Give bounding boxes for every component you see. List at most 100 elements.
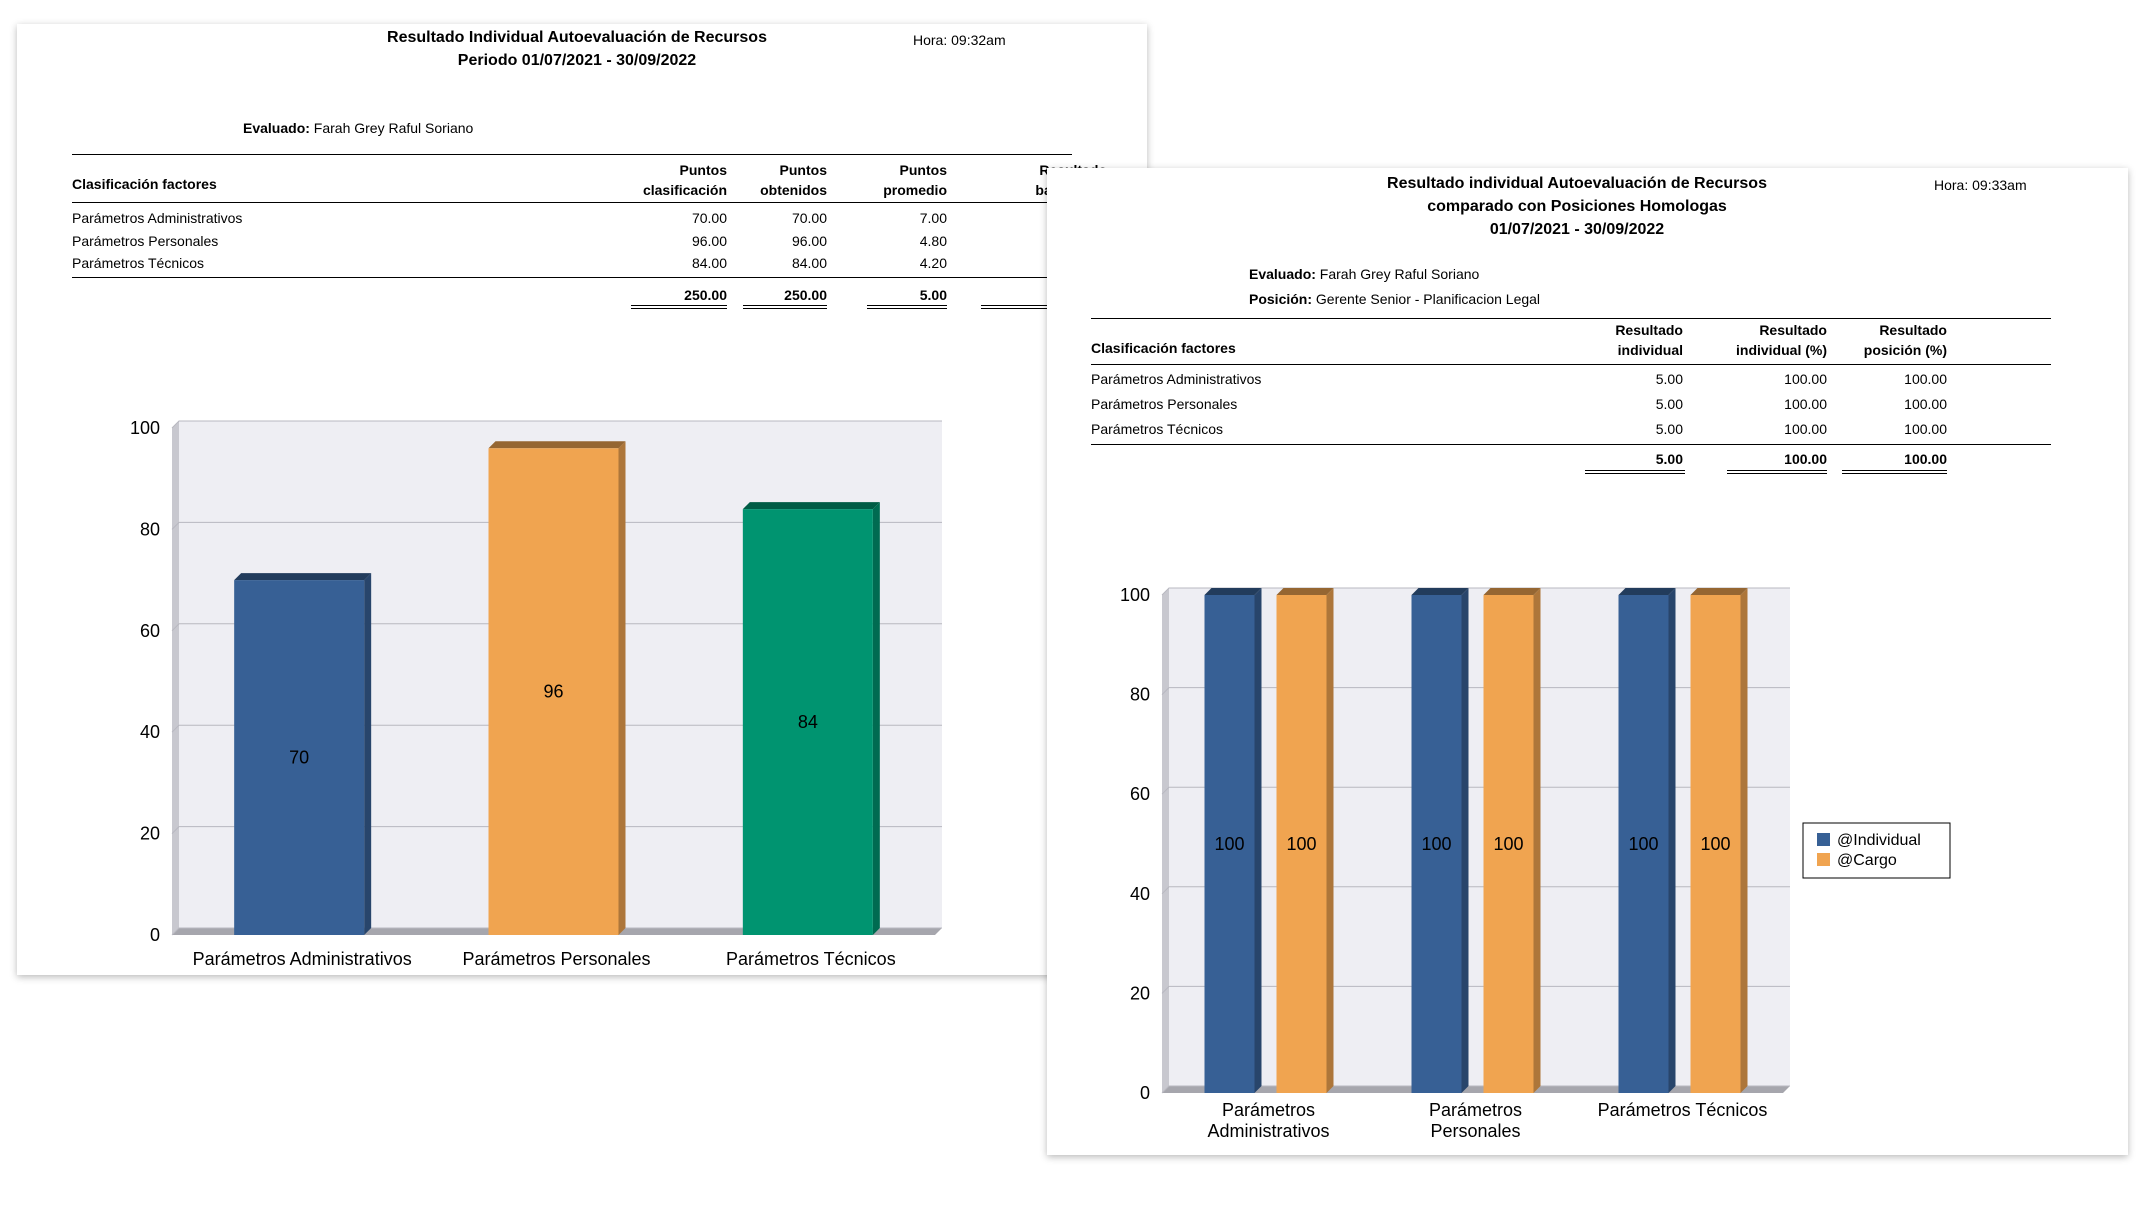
row-obtenidos: 70.00 [791, 210, 827, 226]
total-obtenidos: 250.00 [784, 287, 827, 303]
double-underline [981, 305, 1107, 309]
gridline [171, 927, 942, 936]
row-obtenidos: 96.00 [791, 233, 827, 249]
gridline [171, 826, 942, 834]
total-individual-pct: 100.00 [1784, 451, 1827, 467]
row-individual-pct: 100.00 [1784, 396, 1827, 412]
double-underline [1842, 470, 1947, 474]
gridline [1161, 886, 1790, 895]
row-factor: Parámetros Personales [72, 233, 219, 249]
row-posicion-pct: 100.00 [1904, 396, 1947, 412]
row-individual: 5.00 [1655, 371, 1683, 387]
evaluado-row: Evaluado: Farah Grey Raful Soriano [1249, 266, 1479, 282]
row-promedio: 4.20 [919, 255, 947, 271]
report2-title-line2: comparado con Posiciones Homologas [1427, 198, 1727, 215]
evaluado-row: Evaluado: Farah Grey Raful Soriano [243, 120, 473, 136]
y-tick-label: 60 [1130, 784, 1150, 804]
col-header-obtenidos: Puntos obtenidos [760, 162, 827, 198]
legend-entry: @Cargo [1837, 852, 1897, 869]
bar [488, 448, 619, 935]
col-header-factor: Clasificación factores [72, 176, 217, 192]
bar-side [618, 441, 626, 935]
totals-rule [72, 277, 1072, 278]
col-header-individual-pct: Resultado individual (%) [1736, 322, 1827, 358]
totals-rule [1091, 444, 2051, 445]
bar-data-label: 70 [289, 748, 309, 768]
gridline [1161, 587, 1790, 596]
bar-data-label: 96 [543, 682, 563, 702]
bar-data-label: 100 [1628, 834, 1658, 854]
bar [1411, 595, 1462, 1093]
col-header-individual: Resultado individual [1615, 322, 1683, 358]
gridline [1161, 985, 1790, 994]
bar-side [872, 502, 880, 935]
bar-data-label: 100 [1700, 834, 1730, 854]
x-category-label: Parámetros Técnicos [726, 949, 896, 969]
evaluado-value: Farah Grey Raful Soriano [1319, 266, 1480, 282]
row-posicion-pct: 100.00 [1904, 421, 1947, 437]
bar-top [1204, 588, 1262, 595]
gridline [171, 623, 942, 632]
y-tick-label: 100 [1120, 585, 1150, 605]
bar [1204, 595, 1255, 1093]
row-promedio: 7.00 [919, 210, 947, 226]
posicion-value: Gerente Senior - Planificacion Legal [1315, 291, 1541, 307]
evaluado-label: Evaluado: [1249, 266, 1316, 282]
row-clasificacion: 96.00 [691, 233, 727, 249]
total-promedio: 5.00 [919, 287, 947, 303]
report-title-line2: Periodo 01/07/2021 - 30/09/2022 [457, 52, 697, 69]
bar-side [1740, 588, 1748, 1093]
legend-swatch [1817, 833, 1830, 846]
row-factor: Parámetros Administrativos [72, 210, 243, 226]
report2-title-line3: 01/07/2021 - 30/09/2022 [1489, 221, 1665, 238]
double-underline [631, 305, 727, 309]
row-clasificacion: 70.00 [691, 210, 727, 226]
legend-entry: @Individual [1837, 832, 1921, 849]
row-factor: Parámetros Personales [1091, 396, 1238, 412]
gridline [1161, 687, 1790, 695]
double-underline [743, 305, 827, 309]
row-factor: Parámetros Administrativos [1091, 371, 1262, 387]
double-underline [867, 305, 947, 309]
gridline [171, 521, 942, 530]
header-rule [72, 202, 1072, 203]
plot-side-wall [172, 421, 179, 935]
bar-top [1483, 588, 1541, 595]
row-factor: Parámetros Técnicos [72, 255, 205, 271]
bar-top [1690, 588, 1748, 595]
gridline [1161, 786, 1790, 795]
x-category-label: Parámetros Administrativos [193, 949, 412, 969]
evaluado-label: Evaluado: [243, 120, 310, 136]
report2-title-line1: Resultado individual Autoevaluación de R… [1387, 175, 1767, 192]
bar-top [488, 441, 626, 449]
bar-data-label: 100 [1421, 834, 1451, 854]
table-top-rule [72, 154, 1072, 155]
y-tick-label: 40 [1130, 884, 1150, 904]
posicion-row: Posición: Gerente Senior - Planificacion… [1249, 291, 1540, 307]
x-category-label: Parámetros [1429, 1100, 1522, 1120]
col-header-clasificacion: Puntos clasificación [642, 162, 727, 198]
row-individual-pct: 100.00 [1784, 421, 1827, 437]
plot-side-wall [1162, 588, 1169, 1093]
plot-back-wall [1169, 588, 1790, 1086]
row-individual: 5.00 [1655, 421, 1683, 437]
y-tick-label: 80 [1130, 685, 1150, 705]
bar-data-label: 100 [1214, 834, 1244, 854]
double-underline [1727, 470, 1827, 474]
x-category-label: Personales [1430, 1121, 1520, 1141]
posicion-label: Posición: [1249, 291, 1313, 307]
bar-data-label: 100 [1286, 834, 1316, 854]
y-tick-label: 20 [1130, 983, 1150, 1003]
bar-data-label: 100 [1493, 834, 1523, 854]
row-obtenidos: 84.00 [791, 255, 827, 271]
bar [742, 509, 873, 935]
row-individual: 5.00 [1655, 396, 1683, 412]
row-clasificacion: 84.00 [691, 255, 727, 271]
gridline [171, 724, 942, 733]
report-title-line1: Resultado Individual Autoevaluación de R… [387, 29, 767, 46]
bar-side [364, 573, 372, 935]
y-tick-label: 100 [130, 418, 160, 438]
bar-side [1668, 588, 1676, 1093]
bar-side [1254, 588, 1262, 1093]
